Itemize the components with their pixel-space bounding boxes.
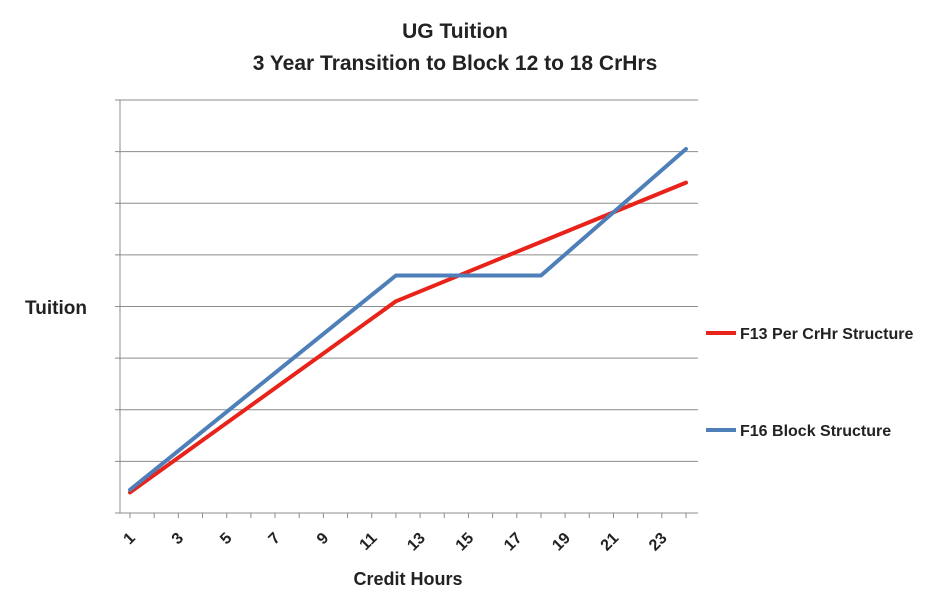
legend-label-f16: F16 Block Structure [740, 423, 891, 440]
series-lines [128, 147, 688, 495]
x-tick-label: 9 [314, 530, 332, 548]
x-tick-labels: 1 3 5 7 9 11 13 15 17 19 21 23 [121, 530, 671, 555]
x-tick-label: 3 [169, 530, 187, 548]
gridlines [120, 99, 698, 462]
chart-title-line2: 3 Year Transition to Block 12 to 18 CrHr… [253, 52, 658, 75]
y-axis-label: Tuition [25, 298, 87, 319]
x-tick-label: 23 [646, 530, 671, 555]
x-tick-label: 15 [453, 530, 478, 555]
x-tick-label: 19 [549, 530, 574, 555]
chart-title-line1: UG Tuition [402, 20, 508, 43]
axes [115, 99, 698, 518]
x-tick-label: 17 [501, 530, 526, 555]
x-tick-label: 7 [266, 530, 284, 548]
x-axis-label: Credit Hours [353, 569, 462, 589]
x-tick-label: 21 [598, 530, 623, 555]
legend: F13 Per CrHr Structure F16 Block Structu… [706, 326, 913, 440]
x-tick-label: 5 [217, 530, 235, 548]
series-line-f16 [128, 147, 688, 492]
legend-label-f13: F13 Per CrHr Structure [740, 326, 913, 343]
series-line-f13 [128, 180, 688, 495]
x-tick-label: 1 [121, 530, 139, 548]
x-tick-label: 13 [404, 530, 429, 555]
x-tick-label: 11 [357, 530, 381, 554]
